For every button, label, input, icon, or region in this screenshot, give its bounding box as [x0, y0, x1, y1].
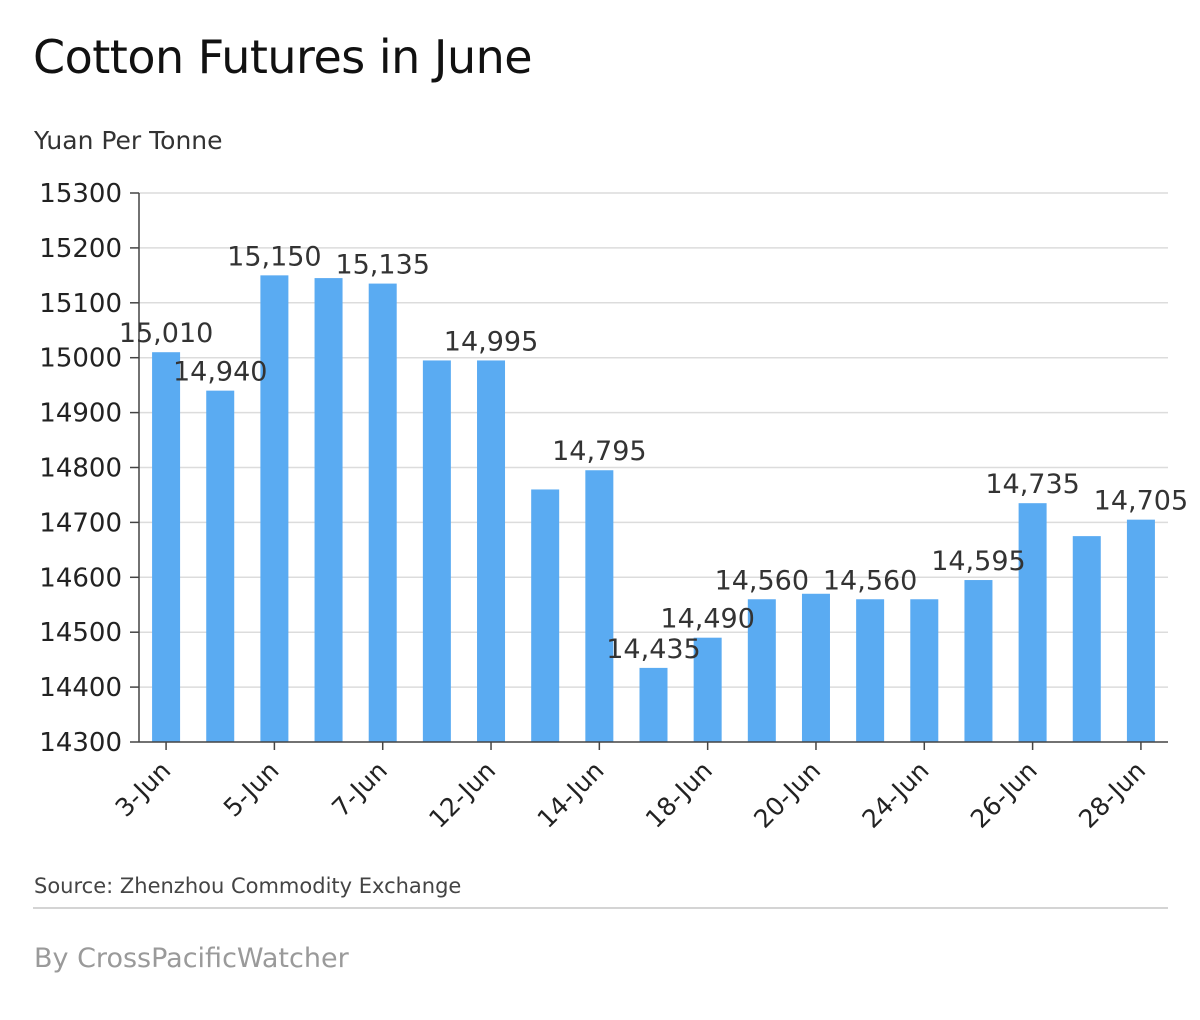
data-label: 14,705: [1094, 486, 1188, 517]
y-tick-label: 14400: [39, 673, 122, 703]
data-label: 14,940: [173, 357, 267, 388]
bar: [1018, 503, 1047, 742]
y-tick-label: 15100: [39, 289, 122, 319]
bar: [422, 360, 451, 742]
data-label: 14,435: [606, 634, 700, 665]
footer-divider: [33, 907, 1168, 909]
y-tick-label: 14600: [39, 563, 122, 593]
y-tick-label: 14700: [39, 508, 122, 538]
bar: [477, 360, 506, 742]
bar: [693, 637, 722, 742]
y-tick-label: 14800: [39, 454, 122, 484]
chart-title: Cotton Futures in June: [33, 30, 533, 84]
x-tick-label: 5-Jun: [218, 756, 285, 823]
bar: [368, 283, 397, 742]
bar: [856, 599, 885, 742]
x-tick-label: 26-Jun: [965, 756, 1043, 834]
bar-chart: 14300 14400 14500 14600 14700 14800 14900 15000…: [39, 179, 1188, 834]
data-label: 14,595: [931, 546, 1025, 577]
bar: [910, 599, 939, 742]
data-label: 14,995: [444, 326, 538, 357]
source-note: Source: Zhenzhou Commodity Exchange: [34, 874, 462, 898]
data-label: 14,735: [985, 469, 1079, 500]
x-tick-label: 12-Jun: [423, 756, 501, 834]
x-tick-label: 28-Jun: [1073, 756, 1151, 834]
bar: [206, 390, 235, 742]
bar: [260, 275, 289, 742]
data-label: 15,150: [227, 241, 321, 272]
bar: [585, 470, 614, 742]
chart-subtitle: Yuan Per Tonne: [34, 126, 223, 155]
bar: [801, 593, 830, 742]
bar: [152, 352, 181, 742]
data-label: 14,560: [715, 565, 809, 596]
data-label: 14,795: [552, 436, 646, 467]
bar: [1072, 536, 1101, 742]
data-label: 15,010: [119, 318, 213, 349]
bar: [1126, 519, 1155, 742]
data-label: 14,560: [823, 565, 917, 596]
bar: [314, 278, 343, 742]
y-tick-label: 14900: [39, 399, 122, 429]
bar: [531, 489, 560, 742]
y-tick-label: 15000: [39, 344, 122, 374]
data-label: 15,135: [335, 250, 429, 281]
byline: By CrossPacificWatcher: [34, 943, 349, 974]
y-tick-label: 14500: [39, 618, 122, 648]
bar: [964, 580, 993, 742]
x-tick-label: 24-Jun: [857, 756, 935, 834]
x-tick-label: 14-Jun: [532, 756, 610, 834]
bar: [747, 599, 776, 742]
x-tick-label: 18-Jun: [640, 756, 718, 834]
x-tick-label: 20-Jun: [748, 756, 826, 834]
bar: [639, 667, 668, 742]
y-tick-label: 14300: [39, 728, 122, 758]
data-label: 14,490: [660, 604, 754, 635]
y-tick-label: 15300: [39, 179, 122, 209]
x-tick-label: 7-Jun: [326, 756, 393, 823]
y-tick-label: 15200: [39, 234, 122, 264]
x-tick-label: 3-Jun: [110, 756, 177, 823]
